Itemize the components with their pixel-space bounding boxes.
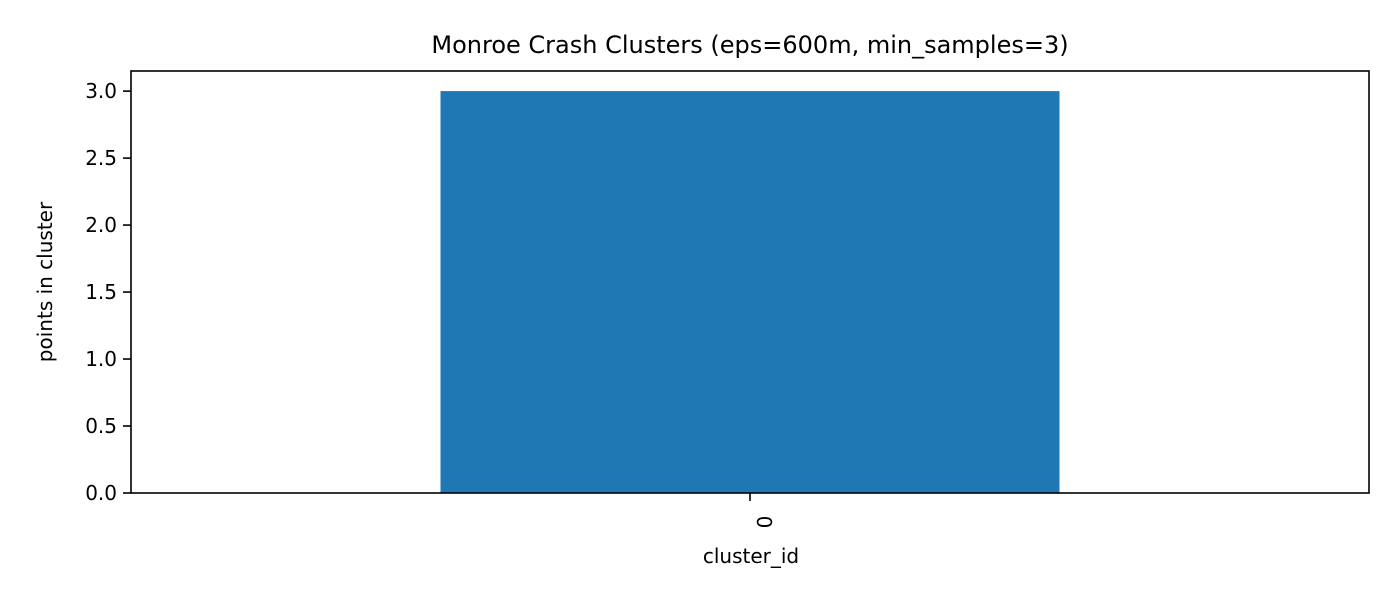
y-tick-label: 1.5	[85, 280, 117, 304]
y-tick-label: 1.0	[85, 347, 117, 371]
y-axis-label: points in cluster	[33, 201, 57, 362]
bar	[440, 91, 1060, 493]
plot-area	[440, 91, 1060, 493]
y-tick-label: 0.0	[85, 481, 117, 505]
chart-title: Monroe Crash Clusters (eps=600m, min_sam…	[431, 31, 1068, 59]
y-tick-label: 0.5	[85, 414, 117, 438]
y-tick-label: 2.0	[85, 213, 117, 237]
x-axis-label: cluster_id	[703, 544, 799, 568]
y-tick-label: 3.0	[85, 79, 117, 103]
y-axis: 0.0 0.5 1.0 1.5 2.0 2.5 3.0	[85, 79, 131, 505]
x-axis: 0	[749, 493, 776, 529]
x-tick-label: 0	[752, 516, 776, 529]
y-tick-label: 2.5	[85, 146, 117, 170]
